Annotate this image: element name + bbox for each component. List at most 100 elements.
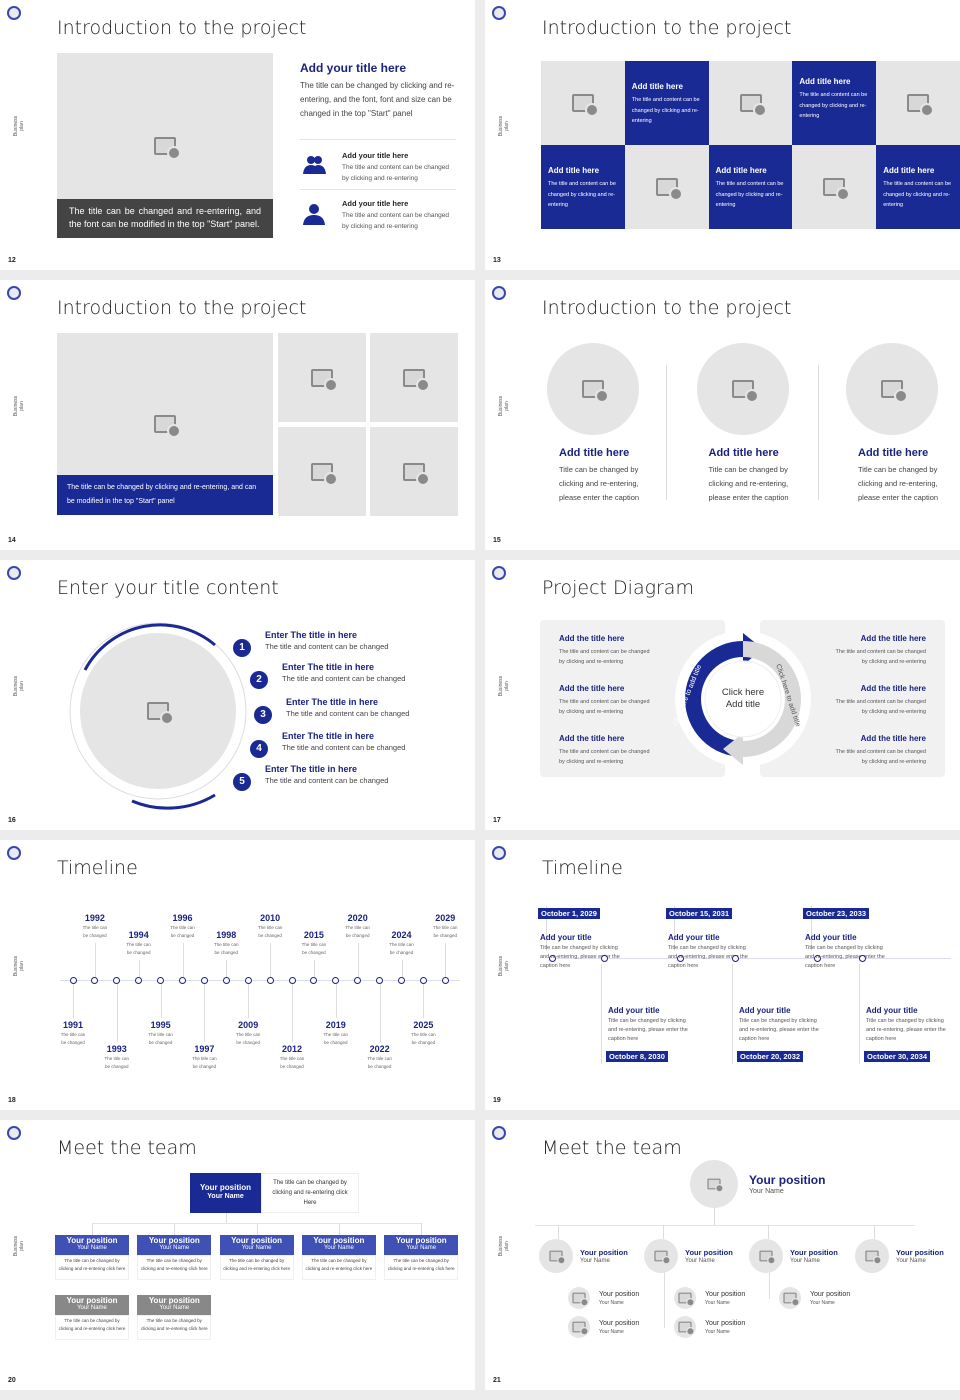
event-title: Add your title: [805, 933, 857, 942]
timeline-dot[interactable]: [398, 977, 405, 984]
item-title: Add the title here: [559, 634, 625, 643]
slide-21[interactable]: Business plan 21 Meet the team Your positio…: [485, 1120, 960, 1390]
center-label[interactable]: Click here Add title: [721, 687, 765, 710]
timeline-dot[interactable]: [135, 977, 143, 984]
user-icon: [302, 203, 325, 225]
year-label: 1997: [194, 1044, 215, 1054]
connector: [94, 943, 96, 977]
timeline-dot[interactable]: [179, 977, 186, 984]
logo-icon: [492, 286, 506, 300]
image-placeholder[interactable]: [370, 427, 458, 516]
event-text: Title can be changed by clicking and re-…: [608, 1018, 688, 1042]
timeline-dot[interactable]: [376, 977, 384, 984]
paragraph: The title can be changed by clicking and…: [300, 81, 455, 118]
card-title: Add title here: [715, 166, 767, 175]
timeline-dot[interactable]: [157, 977, 165, 984]
event-text: Title can be changed by clicking and re-…: [805, 945, 885, 969]
member-photo[interactable]: [674, 1316, 696, 1338]
column-title: Add title here: [708, 447, 779, 459]
image-placeholder[interactable]: [80, 633, 236, 789]
year-caption: The title can be changed: [323, 1032, 349, 1045]
member-text: The title can be changed by clicking and…: [384, 1255, 459, 1280]
image-placeholder[interactable]: [792, 145, 877, 229]
slide-17[interactable]: Business plan 17 Project Diagram Click here…: [485, 560, 960, 830]
member-photo[interactable]: [674, 1287, 696, 1309]
timeline-dot[interactable]: [244, 977, 252, 984]
image-placeholder[interactable]: [278, 333, 366, 422]
slide-19[interactable]: Business plan 19 Timeline October 1, 2029 Ad…: [485, 840, 960, 1110]
timeline-dot[interactable]: [288, 977, 296, 984]
member-position[interactable]: Your position: [55, 1235, 129, 1255]
connector: [546, 906, 547, 951]
timeline-dot[interactable]: [222, 977, 230, 984]
image-caption: The title can be changed and re-entering…: [57, 199, 273, 238]
member-position[interactable]: Your position: [301, 1235, 376, 1255]
member-name: Your Name: [580, 1258, 610, 1264]
member-position[interactable]: Your position: [55, 1295, 129, 1315]
member-photo[interactable]: [539, 1239, 573, 1273]
slide-title: Timeline: [542, 857, 623, 879]
timeline-dot[interactable]: [113, 977, 121, 984]
timeline-dot[interactable]: [858, 955, 866, 962]
slide-20[interactable]: Business plan 20 Meet the team Your positio…: [0, 1120, 475, 1390]
member-position[interactable]: Your position: [384, 1235, 459, 1255]
timeline-dot[interactable]: [600, 955, 608, 962]
slide-18[interactable]: Business plan 18 Timeline 1991 The title can…: [0, 840, 475, 1110]
member-photo[interactable]: [855, 1239, 889, 1273]
member-photo[interactable]: [749, 1239, 783, 1273]
timeline-dot[interactable]: [332, 977, 340, 984]
timeline-dot[interactable]: [548, 955, 556, 962]
member-photo[interactable]: [568, 1287, 590, 1309]
image-placeholder[interactable]: [696, 343, 789, 435]
member-position: Your position: [896, 1248, 944, 1257]
slide-16[interactable]: Business plan 16 Enter your title content 1…: [0, 560, 475, 830]
image-placeholder[interactable]: [708, 61, 793, 145]
item-text: The title and content can be changed by …: [835, 649, 926, 665]
year-caption: The title can be changed: [214, 942, 239, 955]
slide-13[interactable]: Business plan 13 Introduction to the proje…: [485, 0, 960, 270]
side-label: Business plan: [498, 1235, 510, 1257]
member-position[interactable]: Your position: [219, 1235, 294, 1255]
timeline-dot[interactable]: [419, 977, 427, 984]
column-text: Title can be changed by clicking and re-…: [858, 465, 939, 502]
member-photo[interactable]: [644, 1239, 678, 1273]
slide-12[interactable]: Business plan 12 Introduction to the proje…: [0, 0, 475, 270]
connector: [859, 964, 860, 1064]
timeline-dot[interactable]: [200, 977, 208, 984]
slide-15[interactable]: Business plan 15 Introduction to the proje…: [485, 280, 960, 550]
image-placeholder[interactable]: [541, 61, 625, 145]
member-photo[interactable]: [779, 1287, 801, 1309]
slide-14[interactable]: Business plan 14 Introduction to the proje…: [0, 280, 475, 550]
image-placeholder[interactable]: [547, 343, 639, 435]
image-placeholder[interactable]: [876, 61, 960, 145]
column-title: Add title here: [858, 447, 929, 459]
year-caption: The title can be changed: [82, 925, 108, 938]
timeline-dot[interactable]: [441, 977, 449, 984]
image-placeholder[interactable]: [846, 343, 938, 435]
image-placeholder[interactable]: [278, 427, 366, 516]
image-placeholder-icon: [403, 368, 430, 392]
event-text: Title can be changed by clicking and re-…: [739, 1018, 819, 1042]
timeline-dot[interactable]: [676, 955, 684, 962]
timeline-dot[interactable]: [69, 977, 77, 984]
timeline-dot[interactable]: [310, 977, 318, 984]
timeline-dot[interactable]: [266, 977, 274, 984]
timeline-dot[interactable]: [731, 955, 739, 962]
member-position: Your position: [810, 1291, 851, 1298]
top-member-photo[interactable]: [690, 1160, 738, 1208]
member-photo[interactable]: [568, 1316, 590, 1338]
timeline-dot[interactable]: [354, 977, 362, 984]
slide-title: Meet the team: [57, 1137, 197, 1159]
timeline-dot[interactable]: [813, 955, 821, 962]
event-title: Add your title: [739, 1006, 791, 1015]
year-label: 1998: [216, 930, 237, 940]
timeline-dot[interactable]: [91, 977, 99, 984]
member-position[interactable]: Your position: [137, 1295, 212, 1315]
member-name: Your Name: [685, 1258, 715, 1264]
image-placeholder[interactable]: [624, 145, 709, 229]
connector: [445, 943, 447, 977]
member-position[interactable]: Your position: [137, 1235, 212, 1255]
image-placeholder[interactable]: [370, 333, 458, 422]
item-text: The title and content can be changed by …: [835, 699, 926, 715]
page-number: 16: [8, 817, 16, 824]
